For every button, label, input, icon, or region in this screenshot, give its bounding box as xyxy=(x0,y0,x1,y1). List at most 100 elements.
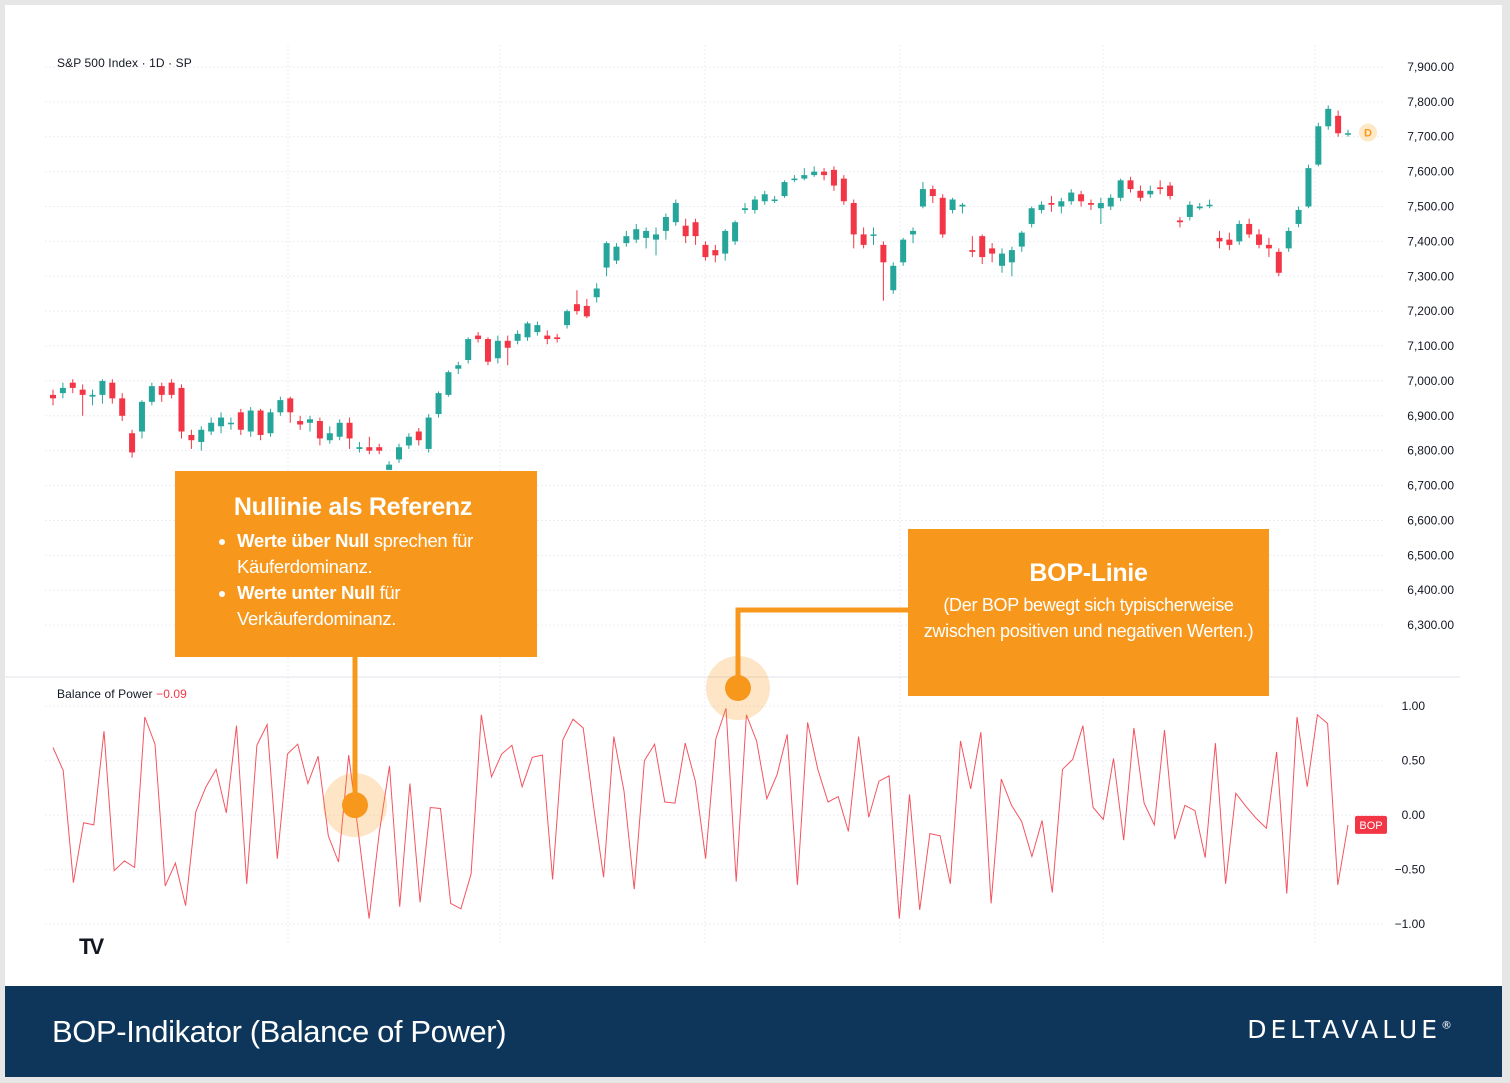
candle-body xyxy=(425,417,432,449)
candle-body xyxy=(1325,108,1332,127)
price-chart-title: S&P 500 Index · 1D · SP xyxy=(57,56,192,70)
footer-title: BOP-Indikator (Balance of Power) xyxy=(52,1014,507,1049)
value-markers: D BOP xyxy=(1355,123,1387,834)
footer-bar: BOP-Indikator (Balance of Power) DELTAVA… xyxy=(5,986,1502,1077)
candle-body xyxy=(168,382,175,395)
callout-zero-item-above: Werte über Null sprechen für Käuferdomin… xyxy=(237,528,517,580)
candle-body xyxy=(1305,168,1312,207)
callout-zero-item-below-text: für Verkäuferdominanz. xyxy=(237,582,401,629)
candle-body xyxy=(583,305,590,317)
candle-body xyxy=(999,253,1006,266)
candle-body xyxy=(1068,192,1075,202)
candle-body xyxy=(1028,208,1035,224)
candle-body xyxy=(1236,223,1243,242)
candle-body xyxy=(593,288,600,298)
price-legend: S&P 500 Index · 1D · SP xyxy=(57,56,192,70)
candle-body xyxy=(712,250,719,256)
candle-body xyxy=(129,433,136,453)
candle-body xyxy=(1206,204,1213,207)
candle-body xyxy=(504,340,511,348)
callout-bop-line: BOP-Linie (Der BOP bewegt sich typischer… xyxy=(908,529,1269,696)
price-tick-label: 6,500.00 xyxy=(1407,548,1454,562)
candle-body xyxy=(910,230,917,235)
candle-body xyxy=(672,203,679,223)
bop-series-tag-label: BOP xyxy=(1359,820,1382,832)
candle-body xyxy=(484,339,491,362)
bop-axis: 1.00 0.50 0.00 −0.50 −1.00 xyxy=(1395,699,1426,931)
candle-body xyxy=(929,189,936,197)
candle-body xyxy=(89,394,96,397)
price-tick-label: 7,900.00 xyxy=(1407,60,1454,74)
last-bar-marker xyxy=(1359,123,1377,142)
candle-body xyxy=(682,225,689,237)
bop-tick-label: 0.50 xyxy=(1402,754,1426,768)
price-tick-label: 7,200.00 xyxy=(1407,304,1454,318)
candle-body xyxy=(573,304,580,312)
bop-chart-title: Balance of Power xyxy=(57,687,153,701)
candle-body xyxy=(267,412,274,434)
candle-body xyxy=(208,422,215,432)
price-tick-label: 7,500.00 xyxy=(1407,200,1454,214)
bop-tick-label: 1.00 xyxy=(1402,699,1426,713)
last-bar-marker-label: D xyxy=(1364,128,1372,140)
price-tick-label: 6,400.00 xyxy=(1407,583,1454,597)
annotations xyxy=(323,607,908,838)
candle-body xyxy=(633,229,640,240)
candle-body xyxy=(1058,201,1065,207)
candle-body xyxy=(801,175,808,179)
candle-body xyxy=(662,216,669,231)
price-tick-label: 7,400.00 xyxy=(1407,234,1454,248)
candle-body xyxy=(178,387,185,432)
brand-name: DELTAVALUE xyxy=(1247,1015,1441,1044)
callout-zero-item-above-text: sprechen für Käuferdominanz. xyxy=(237,530,473,577)
candle-body xyxy=(158,386,165,395)
candle-body xyxy=(287,398,294,413)
price-tick-label: 7,700.00 xyxy=(1407,130,1454,144)
candle-body xyxy=(939,197,946,235)
candle-body xyxy=(1117,180,1124,198)
candle-body xyxy=(1097,203,1104,209)
candle-body xyxy=(69,382,76,388)
bop-tick-label: 0.00 xyxy=(1402,808,1426,822)
candle-body xyxy=(821,171,828,176)
candle-body xyxy=(1285,230,1292,249)
candle-body xyxy=(890,265,897,291)
bop-series xyxy=(52,708,1349,919)
price-tick-label: 6,900.00 xyxy=(1407,409,1454,423)
candle-body xyxy=(237,412,244,430)
candle-body xyxy=(1345,133,1351,135)
zero-line-highlight-dot xyxy=(342,792,368,819)
candle-body xyxy=(395,447,402,460)
candle-body xyxy=(840,178,847,202)
chart-canvas: 7,900.00 7,800.00 7,700.00 7,600.00 7,500.00… xyxy=(5,45,1460,945)
candle-body xyxy=(1335,115,1342,134)
candle-body xyxy=(198,429,205,442)
price-tick-label: 7,300.00 xyxy=(1407,269,1454,283)
candle-body xyxy=(751,199,758,210)
candle-body xyxy=(534,325,541,333)
candle-body xyxy=(138,401,145,432)
candle-body xyxy=(653,234,660,240)
brand-registered-mark: ® xyxy=(1441,1018,1452,1032)
chart-frame: 7,900.00 7,800.00 7,700.00 7,600.00 7,500.00… xyxy=(5,5,1502,1077)
candle-body xyxy=(979,236,986,258)
candle-body xyxy=(860,234,867,245)
price-tick-label: 6,800.00 xyxy=(1407,444,1454,458)
candle-body xyxy=(307,419,314,423)
bop-last-value: −0.09 xyxy=(156,687,187,701)
bop-line-path xyxy=(52,708,1349,919)
candle-body xyxy=(50,394,56,399)
candle-body xyxy=(109,382,116,399)
candle-body xyxy=(1127,180,1134,190)
candle-body xyxy=(1107,197,1114,207)
candle-body xyxy=(415,431,422,441)
candle-body xyxy=(1256,234,1263,245)
bop-tick-label: −1.00 xyxy=(1395,917,1426,931)
brand-logo: DELTAVALUE® xyxy=(1247,1015,1452,1044)
candle-body xyxy=(702,244,709,258)
candle-body xyxy=(1275,251,1282,273)
price-tick-label: 6,700.00 xyxy=(1407,479,1454,493)
candle-body xyxy=(376,447,383,451)
candle-body xyxy=(761,194,768,202)
callout-zero-title: Nullinie als Referenz xyxy=(233,493,473,521)
